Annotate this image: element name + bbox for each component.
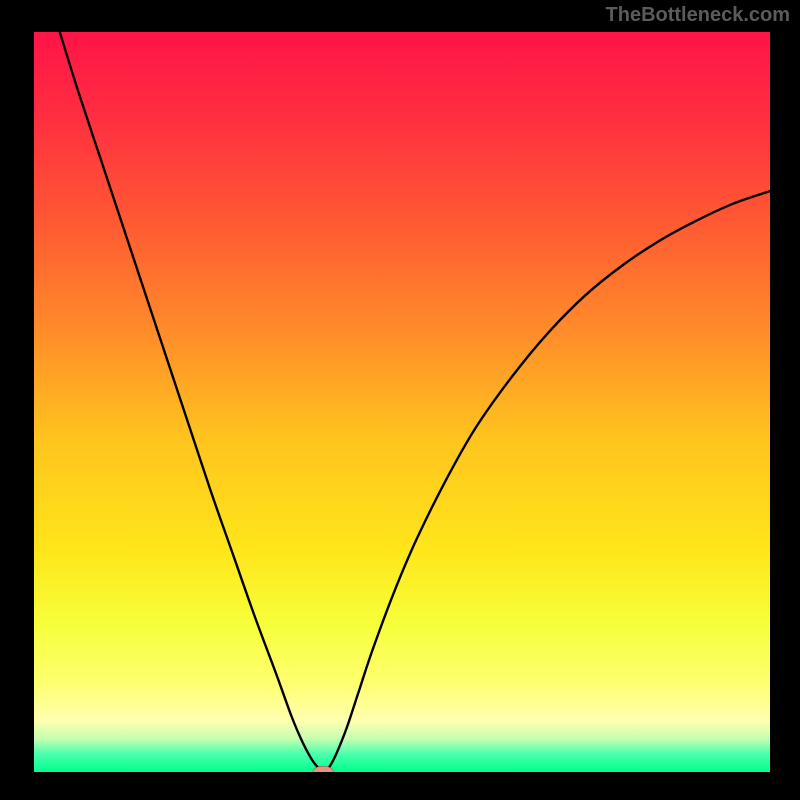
plot-area xyxy=(34,32,770,772)
gradient-background xyxy=(34,32,770,772)
chart-container: TheBottleneck.com xyxy=(0,0,800,800)
plot-svg xyxy=(34,32,770,772)
watermark-text: TheBottleneck.com xyxy=(606,4,790,27)
